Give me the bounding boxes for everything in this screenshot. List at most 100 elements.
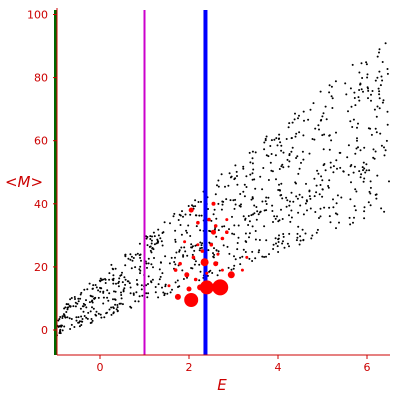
scatter-point bbox=[258, 239, 261, 241]
scatter-point bbox=[243, 195, 246, 198]
scatter-point bbox=[139, 253, 142, 256]
scatter-point bbox=[171, 288, 173, 291]
scatter-point bbox=[295, 195, 298, 198]
scatter-point bbox=[231, 232, 234, 235]
scatter-point bbox=[335, 202, 338, 205]
scatter-point bbox=[288, 232, 291, 235]
scatter-point bbox=[166, 292, 169, 295]
scatter-point bbox=[325, 118, 328, 121]
scatter-point bbox=[145, 262, 148, 265]
scatter-point bbox=[120, 291, 122, 294]
scatter-point bbox=[328, 134, 331, 137]
scatter-point bbox=[145, 284, 148, 287]
scatter-point bbox=[178, 250, 181, 253]
scatter-point bbox=[281, 163, 284, 166]
y-tick-label: 100 bbox=[27, 9, 48, 22]
scatter-point bbox=[130, 306, 133, 309]
scatter-point bbox=[78, 325, 81, 328]
scatter-point bbox=[265, 196, 268, 199]
scatter-point bbox=[272, 248, 275, 250]
scatter-point bbox=[81, 320, 84, 323]
highlight-point bbox=[193, 277, 198, 282]
scatter-point bbox=[106, 289, 109, 292]
scatter-point bbox=[111, 267, 114, 270]
scatter-point bbox=[70, 297, 73, 299]
scatter-point bbox=[208, 241, 211, 244]
scatter-point bbox=[324, 169, 327, 172]
scatter-point bbox=[328, 148, 331, 151]
scatter-point bbox=[357, 96, 360, 99]
scatter-point bbox=[77, 297, 80, 300]
scatter-point bbox=[250, 214, 253, 217]
scatter-point bbox=[58, 318, 61, 320]
scatter-point bbox=[349, 223, 352, 226]
scatter-point bbox=[258, 211, 261, 214]
scatter-point bbox=[61, 324, 63, 327]
scatter-point bbox=[244, 218, 247, 221]
scatter-point bbox=[100, 287, 103, 290]
scatter-point bbox=[131, 259, 134, 262]
scatter-point bbox=[372, 148, 375, 151]
scatter-point bbox=[269, 161, 272, 164]
scatter-point bbox=[360, 173, 363, 176]
scatter-point bbox=[332, 165, 335, 168]
scatter-point bbox=[94, 284, 97, 286]
scatter-point bbox=[278, 234, 280, 237]
scatter-point bbox=[378, 70, 381, 73]
x-tick-label: 0 bbox=[97, 361, 104, 374]
scatter-point bbox=[288, 122, 291, 125]
scatter-point bbox=[311, 138, 314, 140]
scatter-point bbox=[90, 300, 93, 303]
scatter-point bbox=[356, 137, 358, 140]
scatter-point bbox=[282, 235, 285, 238]
scatter-point bbox=[251, 150, 254, 153]
scatter-point bbox=[354, 152, 357, 155]
scatter-point bbox=[102, 290, 105, 293]
scatter-point bbox=[83, 288, 86, 291]
scatter-point bbox=[161, 232, 164, 234]
scatter-point bbox=[226, 245, 229, 248]
scatter-point bbox=[299, 204, 302, 207]
highlight-point bbox=[188, 207, 194, 213]
scatter-point bbox=[374, 193, 377, 196]
scatter-point bbox=[315, 191, 318, 194]
scatter-point bbox=[331, 107, 334, 109]
scatter-point bbox=[255, 218, 258, 221]
scatter-point bbox=[296, 155, 299, 158]
scatter-point bbox=[277, 189, 280, 191]
scatter-point bbox=[136, 252, 139, 255]
y-tick-label: 80 bbox=[34, 72, 48, 85]
scatter-point bbox=[191, 253, 194, 256]
scatter-point bbox=[164, 285, 167, 288]
scatter-point bbox=[139, 269, 142, 272]
scatter-point bbox=[381, 101, 384, 104]
scatter-point bbox=[249, 173, 252, 176]
scatter-point bbox=[361, 166, 364, 169]
scatter-point bbox=[181, 269, 184, 272]
scatter-point bbox=[68, 317, 71, 320]
scatter-point bbox=[234, 258, 237, 261]
scatter-point bbox=[359, 149, 362, 152]
scatter-point bbox=[220, 173, 223, 176]
scatter-point bbox=[99, 277, 102, 280]
scatter-point bbox=[210, 219, 213, 222]
scatter-point bbox=[334, 212, 337, 215]
scatter-point bbox=[281, 197, 284, 200]
scatter-point bbox=[66, 306, 69, 309]
scatter-point bbox=[334, 80, 337, 83]
scatter-point bbox=[269, 145, 272, 147]
scatter-point bbox=[77, 300, 80, 303]
scatter-point bbox=[349, 198, 352, 201]
scatter-point bbox=[218, 269, 221, 272]
scatter-point bbox=[357, 146, 359, 149]
scatter-point bbox=[169, 291, 172, 294]
scatter-point bbox=[234, 177, 237, 180]
scatter-point bbox=[233, 255, 235, 258]
scatter-point bbox=[221, 225, 224, 228]
scatter-point bbox=[369, 192, 372, 195]
scatter-point bbox=[298, 243, 301, 246]
scatter-point bbox=[278, 168, 281, 170]
scatter-point bbox=[340, 196, 343, 199]
scatter-point bbox=[251, 162, 254, 165]
